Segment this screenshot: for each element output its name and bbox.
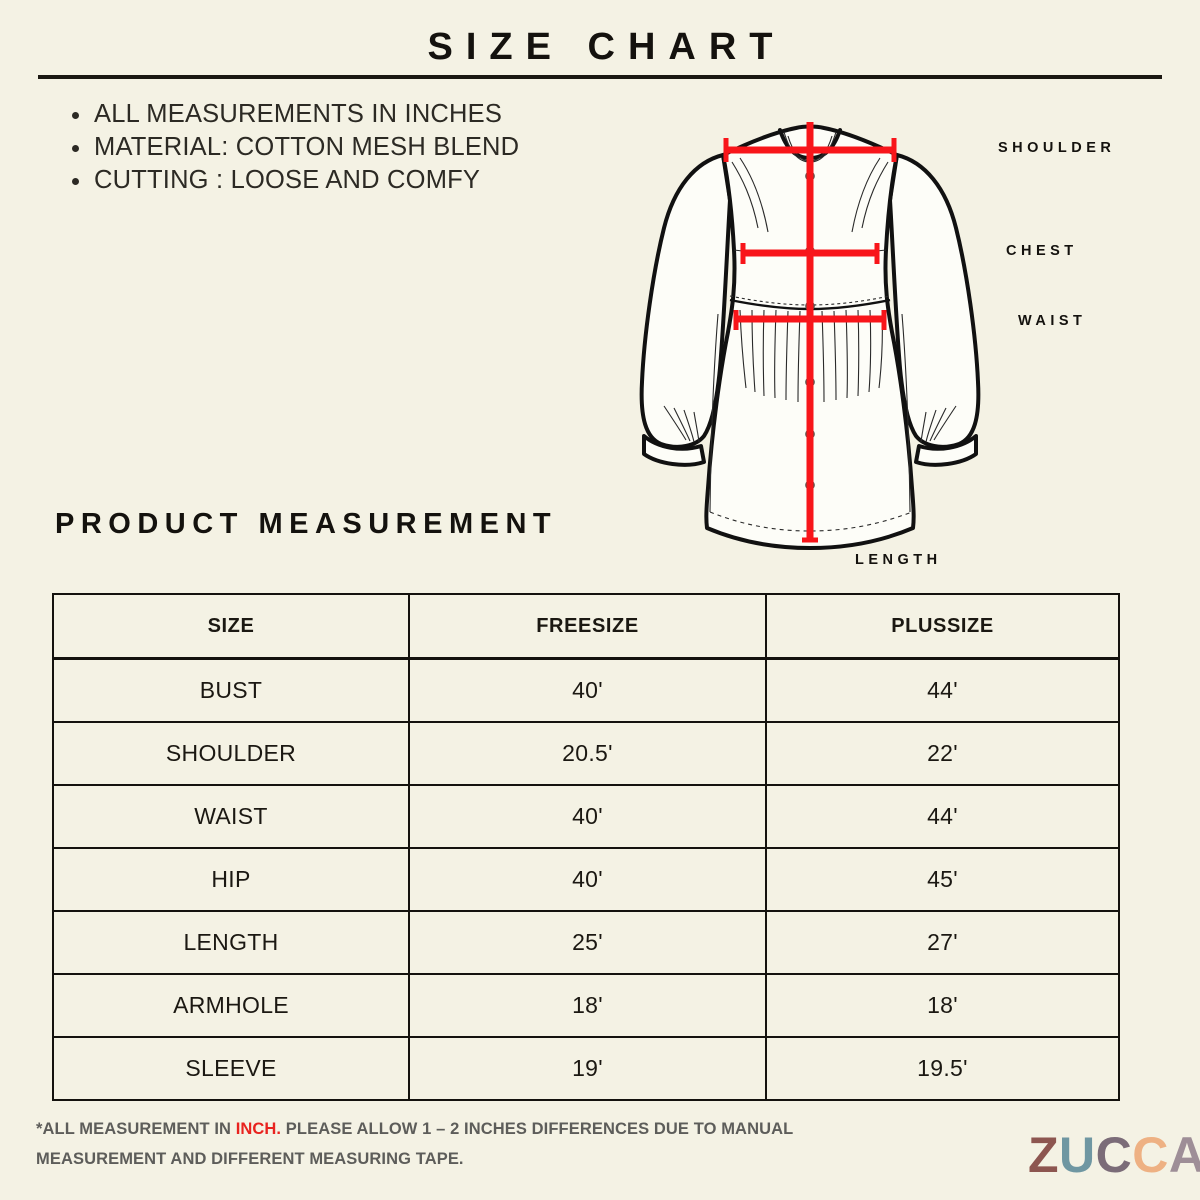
cell-size: SLEEVE xyxy=(52,1036,410,1101)
cell-plussize: 19.5' xyxy=(765,1036,1120,1101)
footer-disclaimer: *ALL MEASUREMENT IN INCH. PLEASE ALLOW 1… xyxy=(36,1114,916,1174)
column-header-freesize: FREESIZE xyxy=(408,593,767,660)
list-item: MATERIAL: COTTON MESH BLEND xyxy=(66,131,586,164)
length-measure-label: LENGTH xyxy=(855,552,942,568)
cell-size: HIP xyxy=(52,847,410,912)
cell-size: ARMHOLE xyxy=(52,973,410,1038)
footer-text-part1: *ALL MEASUREMENT IN xyxy=(36,1120,236,1138)
list-item: CUTTING : LOOSE AND COMFY xyxy=(66,164,586,197)
cell-freesize: 40' xyxy=(408,657,767,723)
logo-letter-a: A xyxy=(1168,1127,1200,1183)
logo-letter-z: Z xyxy=(1028,1127,1060,1183)
table-header-row: SIZE FREESIZE PLUSSIZE xyxy=(52,593,1120,660)
cell-plussize: 45' xyxy=(765,847,1120,912)
logo-letter-u: U xyxy=(1059,1127,1096,1183)
cell-freesize: 40' xyxy=(408,784,767,849)
table-row: SHOULDER 20.5' 22' xyxy=(52,721,1120,786)
page-title: SIZE CHART xyxy=(427,26,786,68)
footer-highlight-inch: INCH. xyxy=(235,1120,282,1138)
logo-letter-c1: C xyxy=(1095,1127,1133,1183)
cell-plussize: 44' xyxy=(765,657,1120,723)
table-row: ARMHOLE 18' 18' xyxy=(52,973,1120,1038)
cell-freesize: 18' xyxy=(408,973,767,1038)
product-info-list: ALL MEASUREMENTS IN INCHES MATERIAL: COT… xyxy=(66,98,586,197)
measure-guides xyxy=(723,122,897,543)
cell-freesize: 20.5' xyxy=(408,721,767,786)
shoulder-measure-label: SHOULDER xyxy=(998,140,1116,156)
section-title-product-measurement: PRODUCT MEASUREMENT xyxy=(55,508,558,540)
cell-plussize: 22' xyxy=(765,721,1120,786)
table-row: WAIST 40' 44' xyxy=(52,784,1120,849)
footer-text-part2: PLEASE ALLOW 1 – 2 INCHES DIFFERENCES DU… xyxy=(36,1120,793,1168)
cell-size: BUST xyxy=(52,657,410,723)
chest-measure-label: CHEST xyxy=(1006,243,1078,259)
cell-plussize: 44' xyxy=(765,784,1120,849)
table-row: LENGTH 25' 27' xyxy=(52,910,1120,975)
size-measurement-table: SIZE FREESIZE PLUSSIZE BUST 40' 44' SHOU… xyxy=(52,593,1120,1101)
table-row: HIP 40' 45' xyxy=(52,847,1120,912)
table-row: SLEEVE 19' 19.5' xyxy=(52,1036,1120,1101)
garment-technical-drawing xyxy=(600,100,1020,570)
cell-size: WAIST xyxy=(52,784,410,849)
cell-freesize: 40' xyxy=(408,847,767,912)
cell-freesize: 25' xyxy=(408,910,767,975)
cell-plussize: 27' xyxy=(765,910,1120,975)
cell-plussize: 18' xyxy=(765,973,1120,1038)
title-divider xyxy=(38,75,1162,79)
list-item: ALL MEASUREMENTS IN INCHES xyxy=(66,98,586,131)
logo-letter-c2: C xyxy=(1132,1127,1169,1183)
brand-logo-zucca: ZUCCA xyxy=(1028,1126,1200,1184)
table-row: BUST 40' 44' xyxy=(52,657,1120,723)
column-header-plussize: PLUSSIZE xyxy=(765,593,1120,660)
cell-size: LENGTH xyxy=(52,910,410,975)
waist-measure-label: WAIST xyxy=(1018,313,1087,329)
cell-size: SHOULDER xyxy=(52,721,410,786)
cell-freesize: 19' xyxy=(408,1036,767,1101)
column-header-size: SIZE xyxy=(52,593,410,660)
